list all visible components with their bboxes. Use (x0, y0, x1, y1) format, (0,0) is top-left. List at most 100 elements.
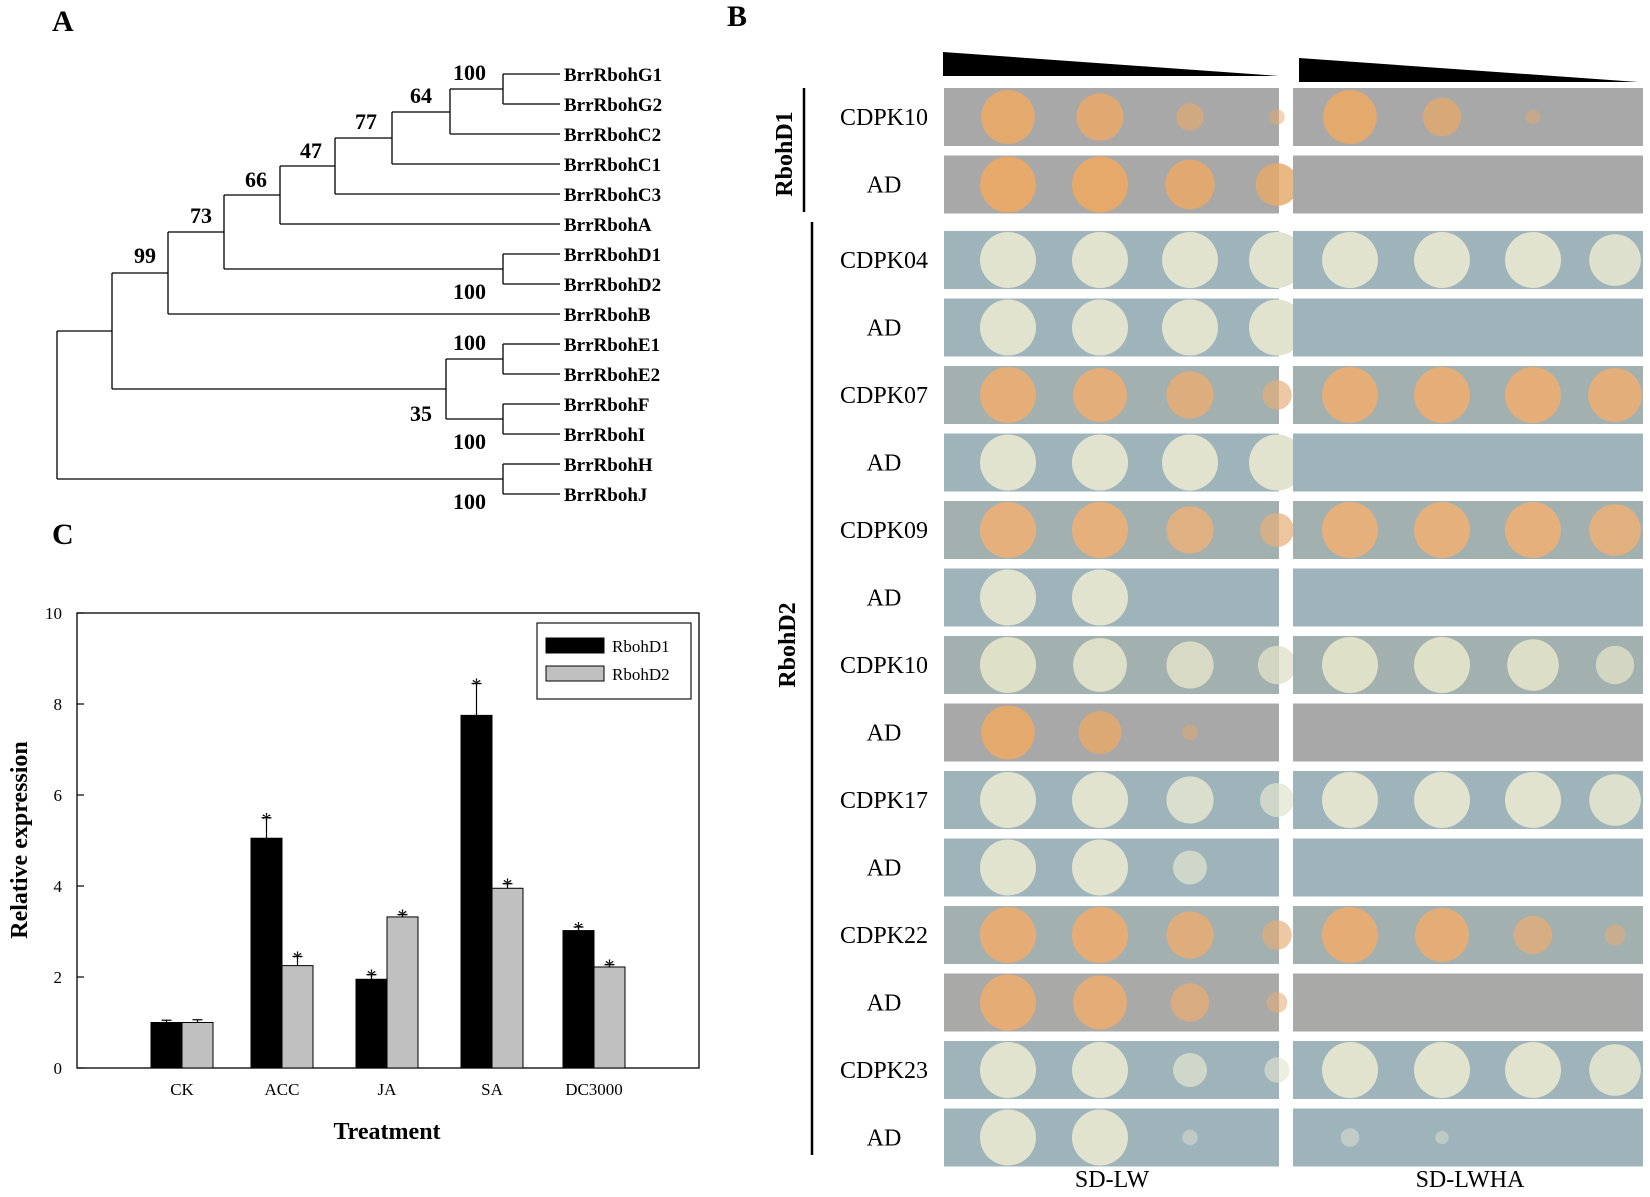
y2h-row-label: CDPK10 (840, 105, 928, 131)
panel-label-a: A (52, 5, 74, 38)
yeast-spot (980, 1109, 1036, 1166)
plate-lwha (1293, 838, 1643, 897)
yeast-spot (1322, 367, 1378, 423)
y-tick-label: 0 (54, 1059, 63, 1078)
bootstrap-value: 77 (355, 109, 377, 134)
legend-label-rbohd2: RbohD2 (612, 665, 670, 684)
taxon-label: BrrRbohF (564, 395, 650, 416)
bootstrap-value: 100 (453, 429, 486, 454)
y-axis-title: Relative expression (7, 741, 33, 939)
bootstrap-value: 66 (245, 167, 267, 192)
legend-swatch-rbohd2 (545, 665, 605, 682)
bar-rbohd1 (562, 930, 595, 1069)
bootstrap-value: 100 (453, 60, 486, 85)
taxon-label: BrrRbohC2 (564, 125, 661, 146)
yeast-spot (980, 367, 1036, 423)
yeast-spot (1073, 975, 1127, 1030)
x-category-label: SA (481, 1080, 503, 1099)
yeast-spot (980, 232, 1036, 288)
panel-label-b: B (727, 0, 747, 33)
bar-rbohd2 (281, 965, 314, 1069)
yeast-spot (1176, 103, 1204, 131)
clade-d (223, 194, 503, 270)
yeast-spot (1505, 232, 1561, 288)
bootstrap-value: 73 (190, 203, 212, 228)
group-label-rbohd1: RbohD1 (772, 111, 798, 196)
yeast-spot (1072, 1042, 1128, 1098)
taxon-label: BrrRbohI (564, 425, 645, 446)
clade-f-i (502, 403, 560, 435)
taxon-label: BrrRbohJ (564, 485, 647, 506)
bar-rbohd1 (460, 714, 493, 1069)
y2h-row-label: AD (867, 721, 902, 747)
significance-marker: * (398, 906, 408, 928)
group-label-rbohd2: RbohD2 (775, 602, 801, 687)
yeast-spot (1322, 637, 1378, 693)
medium-label-lwha: SD-LWHA (1416, 1167, 1526, 1193)
bootstrap-value: 100 (453, 489, 486, 514)
bar-rbohd2 (386, 916, 419, 1069)
yeast-spot (1525, 109, 1541, 125)
yeast-spot (1072, 156, 1128, 213)
yeast-spot (1414, 232, 1470, 288)
y-tick-label: 6 (54, 786, 63, 805)
yeast-spot (1505, 1042, 1561, 1098)
y2h-row-label: CDPK23 (840, 1058, 928, 1084)
significance-marker: * (472, 675, 482, 697)
taxon-labels: BrrRbohG1 BrrRbohG2 BrrRbohC2 BrrRbohC1 … (564, 65, 662, 506)
yeast-spot (980, 907, 1036, 963)
yeast-spot (1264, 1057, 1290, 1083)
yeast-spot (1340, 1128, 1360, 1147)
yeast-spot (1166, 641, 1214, 689)
yeast-spot (1262, 380, 1292, 410)
y2h-row-label: CDPK22 (840, 923, 928, 949)
yeast-spot (1173, 1053, 1207, 1087)
yeast-spot (1076, 93, 1124, 141)
y-tick-label: 8 (54, 695, 63, 714)
yeast-spot (1589, 234, 1641, 286)
clade-e1-e2 (502, 343, 560, 375)
y2h-plates: CDPK10 AD CDPK04 AD CDPK07 AD CDPK09 AD CDPK10 AD… (840, 88, 1643, 1167)
y2h-row-label: CDPK10 (840, 653, 928, 679)
taxon-label: BrrRbohE2 (564, 365, 660, 386)
yeast-spot (1249, 434, 1305, 491)
yeast-spot (1162, 232, 1218, 288)
significance-marker: * (293, 948, 303, 970)
yeast-spot (1414, 1042, 1470, 1098)
y2h-row-label: AD (867, 856, 902, 882)
panel-label-c: C (52, 518, 74, 551)
yeast-spot (1414, 772, 1470, 828)
yeast-spot (980, 156, 1036, 213)
bootstrap-value: 47 (300, 138, 322, 163)
plate-lwha (1293, 568, 1643, 627)
yeast-spot (1415, 908, 1469, 962)
yeast-spot (981, 705, 1035, 760)
clade-a (279, 165, 560, 225)
taxon-label: BrrRbohD1 (564, 245, 661, 266)
yeast-spot (1173, 850, 1207, 885)
yeast-spot (1166, 776, 1214, 824)
yeast-spot (1260, 513, 1294, 547)
clade-g1-g2 (502, 73, 560, 105)
bar-rbohd1 (150, 1022, 183, 1069)
taxon-label: BrrRbohA (564, 215, 652, 236)
x-category-label: DC3000 (565, 1080, 623, 1099)
yeast-spot (1166, 371, 1214, 419)
clade-c1 (391, 111, 560, 165)
tree-root (56, 330, 503, 480)
clade-d1-d2 (502, 253, 560, 285)
yeast-spot (980, 974, 1036, 1031)
yeast-spot (1165, 159, 1215, 210)
medium-label-lw: SD-LW (1075, 1167, 1150, 1193)
bar-rbohd2 (491, 887, 524, 1069)
yeast-spot (1323, 90, 1377, 144)
yeast-spot (1182, 1129, 1198, 1146)
taxon-label: BrrRbohC3 (564, 185, 661, 206)
y2h-row-label: AD (867, 991, 902, 1017)
y2h-row-label: AD (867, 451, 902, 477)
y-tick-label: 2 (54, 968, 63, 987)
plate-lwha (1293, 703, 1643, 762)
y-tick-label: 4 (54, 877, 63, 896)
yeast-spot (1072, 299, 1128, 356)
